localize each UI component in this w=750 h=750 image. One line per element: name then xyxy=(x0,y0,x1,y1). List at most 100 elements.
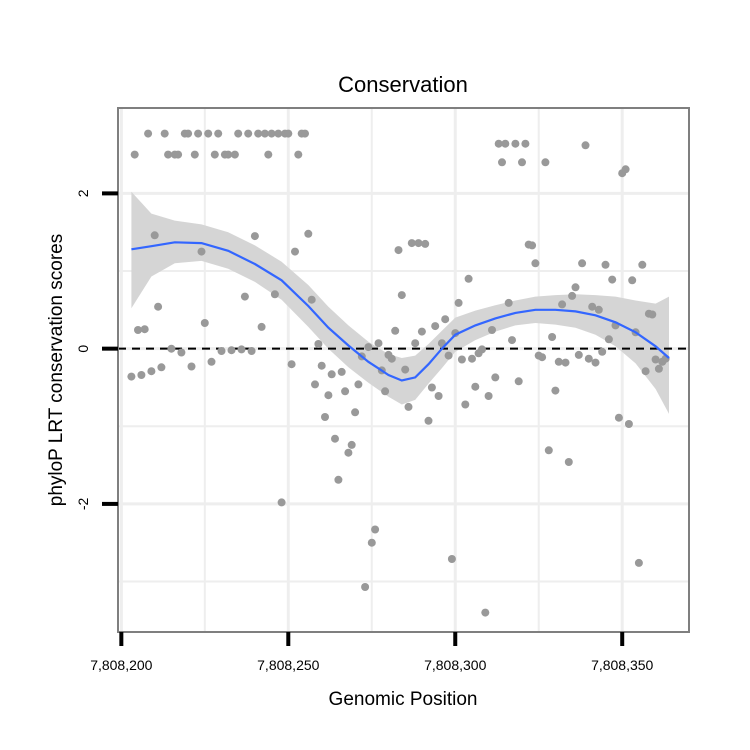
data-point xyxy=(404,402,413,411)
data-point xyxy=(267,129,276,138)
data-point xyxy=(564,458,573,466)
data-point xyxy=(481,608,490,617)
data-point xyxy=(237,345,246,354)
data-point xyxy=(374,339,383,348)
data-point xyxy=(604,335,613,344)
data-point xyxy=(491,373,500,382)
data-point xyxy=(224,150,233,159)
data-point xyxy=(464,274,473,283)
data-point xyxy=(354,380,363,389)
data-point xyxy=(187,362,196,371)
data-point xyxy=(174,150,183,159)
data-point xyxy=(160,129,169,138)
data-point xyxy=(641,367,650,376)
y-axis: -2 0 2 xyxy=(75,189,118,510)
data-point xyxy=(478,345,486,354)
x-tick-label: 7,808,250 xyxy=(257,657,319,673)
data-point xyxy=(648,310,657,319)
data-point xyxy=(307,295,316,304)
data-point xyxy=(167,344,176,353)
data-point xyxy=(578,259,587,268)
data-point xyxy=(287,360,296,369)
data-point xyxy=(568,291,577,300)
data-point xyxy=(327,370,336,379)
y-axis-title: phyloP LRT conservation scores xyxy=(46,234,67,507)
data-point xyxy=(341,387,350,396)
data-point xyxy=(214,129,223,138)
data-point xyxy=(521,139,530,148)
data-point xyxy=(200,319,209,327)
data-point xyxy=(154,302,163,311)
data-point xyxy=(364,343,373,352)
data-point xyxy=(417,327,426,336)
data-point xyxy=(240,292,249,301)
data-point xyxy=(638,260,647,269)
data-point xyxy=(381,387,390,396)
data-point xyxy=(314,340,323,348)
smooth-trend-line xyxy=(131,241,670,382)
data-point xyxy=(351,408,360,417)
data-point xyxy=(654,364,663,373)
data-point xyxy=(407,239,416,248)
chart-title: Conservation xyxy=(338,72,468,97)
data-point xyxy=(531,259,540,268)
data-point xyxy=(571,283,580,292)
x-axis-title: Genomic Position xyxy=(329,689,478,710)
data-point xyxy=(391,326,400,335)
data-point xyxy=(291,247,299,256)
data-point xyxy=(628,276,637,285)
data-point xyxy=(250,232,259,241)
data-point xyxy=(164,150,173,159)
data-point xyxy=(651,355,660,364)
data-point xyxy=(321,413,329,421)
data-point xyxy=(451,329,460,338)
data-point xyxy=(454,298,463,307)
data-point xyxy=(504,298,513,307)
data-point xyxy=(548,333,557,341)
data-point xyxy=(421,239,430,248)
data-point xyxy=(144,129,153,138)
data-point xyxy=(538,353,547,362)
data-point xyxy=(361,583,370,591)
data-point xyxy=(284,129,293,138)
data-point xyxy=(598,347,607,356)
data-point xyxy=(337,367,346,376)
data-point xyxy=(274,129,283,138)
data-point xyxy=(634,558,643,567)
data-point xyxy=(621,165,630,174)
data-point xyxy=(344,448,353,457)
data-point xyxy=(508,336,516,345)
data-point xyxy=(294,150,303,159)
data-point xyxy=(541,158,550,167)
data-point xyxy=(471,382,480,391)
data-point xyxy=(561,358,570,367)
data-point xyxy=(227,346,236,355)
data-point xyxy=(311,380,319,389)
data-point xyxy=(558,300,567,309)
data-point xyxy=(394,246,403,255)
plot-area xyxy=(117,107,690,633)
data-point xyxy=(397,291,406,300)
data-point xyxy=(501,139,510,148)
data-point xyxy=(194,129,203,138)
data-point xyxy=(204,129,213,138)
data-point xyxy=(270,290,279,299)
data-point xyxy=(184,129,193,138)
data-point xyxy=(411,339,420,348)
data-point xyxy=(387,354,396,363)
data-point xyxy=(134,326,142,334)
data-point xyxy=(624,420,633,428)
data-point xyxy=(257,322,266,331)
data-point xyxy=(601,260,610,269)
data-point xyxy=(498,158,506,167)
data-point xyxy=(488,326,496,334)
data-point xyxy=(614,413,623,422)
data-point xyxy=(434,392,443,400)
data-point xyxy=(594,305,603,314)
data-point xyxy=(468,354,476,363)
data-point xyxy=(574,350,583,359)
data-point xyxy=(130,150,139,159)
data-point xyxy=(247,347,256,355)
data-point xyxy=(210,150,219,159)
